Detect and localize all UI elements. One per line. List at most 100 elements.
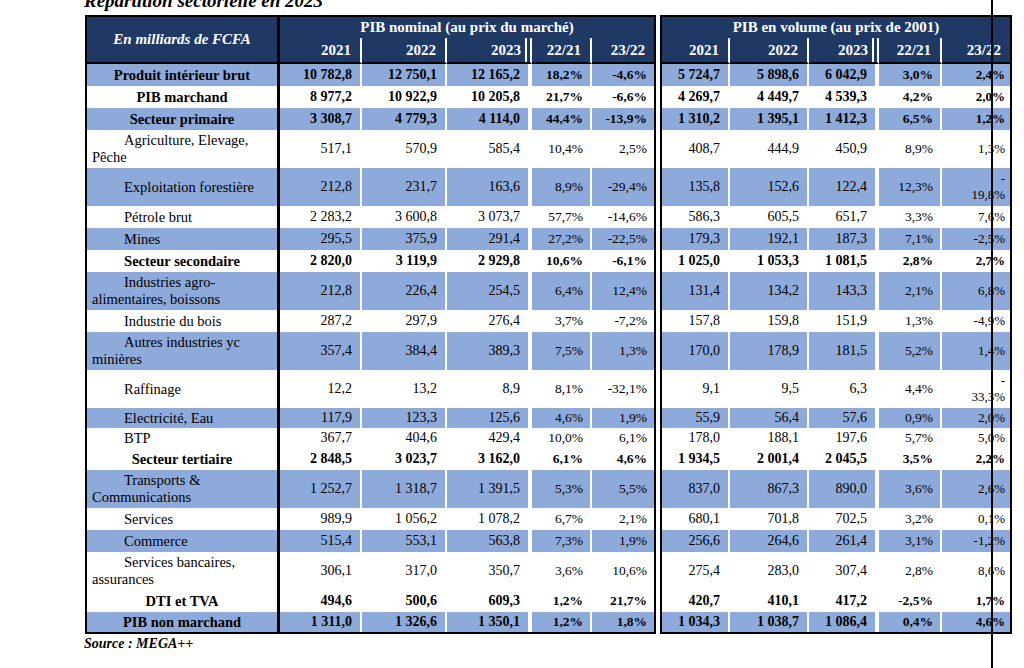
value-cell: 4,6% (592, 448, 654, 470)
value-cell: -22,5% (592, 228, 654, 250)
value-cell: 188,1 (730, 428, 809, 448)
value-cell: 494,6 (280, 590, 362, 612)
value-cell: 10,0% (532, 428, 592, 448)
value-cell: 585,4 (447, 130, 532, 168)
value-cell: 4 539,3 (809, 86, 879, 108)
row-label-cell: Services (87, 508, 280, 530)
value-cell: 157,8 (662, 310, 730, 332)
value-cell: 3,6% (532, 552, 592, 590)
value-cell: 1 034,3 (662, 612, 730, 632)
value-cell: 123,3 (362, 408, 447, 428)
value-cell: 357,4 (280, 332, 362, 370)
value-cell: 131,4 (662, 272, 730, 310)
value-cell: 12 750,1 (362, 64, 447, 86)
value-cell: 2,7% (942, 250, 1010, 272)
value-cell: 1 056,2 (362, 508, 447, 530)
value-cell: 1,8% (592, 612, 654, 632)
row-label-cell: Exploitation forestière (87, 168, 280, 206)
volume-group-header: PIB en volume (au prix de 2001) (662, 17, 1010, 38)
year-header-cell: 23/22 (592, 38, 654, 64)
row-label-cell: Produit intérieur brut (87, 64, 280, 86)
row-label: PIB marchand (87, 89, 277, 106)
row-label: PIB non marchand (87, 614, 277, 631)
value-cell: 989,9 (280, 508, 362, 530)
value-cell: 2,6% (942, 470, 1010, 508)
value-cell: 7,3% (532, 530, 592, 552)
value-cell: 1 318,7 (362, 470, 447, 508)
value-cell: 6,8% (942, 272, 1010, 310)
value-cell: 6,4% (532, 272, 592, 310)
value-cell: 212,8 (280, 272, 362, 310)
value-cell: 7,5% (532, 332, 592, 370)
value-cell: -6,1% (592, 250, 654, 272)
value-cell: 6,1% (592, 428, 654, 448)
value-cell: 1,3% (592, 332, 654, 370)
value-cell: 417,2 (809, 590, 879, 612)
value-cell: 9,5 (730, 370, 809, 408)
value-cell: 3 308,7 (280, 108, 362, 130)
value-cell: 0,9% (879, 408, 942, 428)
value-cell: 170,0 (662, 332, 730, 370)
value-cell: 152,6 (730, 168, 809, 206)
year-header-cell: 2023 (447, 38, 532, 64)
value-cell: 307,4 (809, 552, 879, 590)
value-cell: -14,6% (592, 206, 654, 228)
value-cell: 6,3 (809, 370, 879, 408)
value-cell: 117,9 (280, 408, 362, 428)
value-cell: 890,0 (809, 470, 879, 508)
value-cell: 5,2% (879, 332, 942, 370)
row-label: Transports & Communications (87, 472, 277, 506)
value-cell: 8,9% (532, 168, 592, 206)
row-label: Mines (87, 231, 277, 248)
value-cell: 2,2% (942, 448, 1010, 470)
value-cell: 651,7 (809, 206, 879, 228)
value-cell: 1 311,0 (280, 612, 362, 632)
value-cell: 9,1 (662, 370, 730, 408)
value-cell: 287,2 (280, 310, 362, 332)
row-label: Secteur primaire (87, 111, 277, 128)
value-cell: 1 038,7 (730, 612, 809, 632)
value-cell: 1,2% (532, 612, 592, 632)
value-cell: 12,3% (879, 168, 942, 206)
row-label: Produit intérieur brut (87, 67, 277, 84)
row-label: Secteur secondaire (87, 253, 277, 270)
value-cell: 1 326,6 (362, 612, 447, 632)
value-cell: 2 848,5 (280, 448, 362, 470)
value-cell: -2,5% (879, 590, 942, 612)
value-cell: 2 283,2 (280, 206, 362, 228)
value-cell: 404,6 (362, 428, 447, 448)
value-cell: 375,9 (362, 228, 447, 250)
row-label-cell: PIB marchand (87, 86, 280, 108)
value-cell: 420,7 (662, 590, 730, 612)
page-boundary-line (991, 0, 993, 668)
year-header-cell: 23/22 (942, 38, 1010, 64)
unit-header-cell: En milliards de FCFA (87, 17, 280, 64)
value-cell: 410,1 (730, 590, 809, 612)
row-label: DTI et TVA (87, 593, 277, 610)
row-label: Industries agro-alimentaires, boissons (87, 274, 277, 308)
value-cell: 4,6% (942, 612, 1010, 632)
row-label: Exploitation forestière (87, 179, 277, 196)
value-cell: 163,6 (447, 168, 532, 206)
source-note: Source : MEGA++ (84, 636, 193, 652)
value-cell: 3,7% (532, 310, 592, 332)
value-cell: 3 023,7 (362, 448, 447, 470)
value-cell: 609,3 (447, 590, 532, 612)
value-cell: 2,1% (879, 272, 942, 310)
table-nominal-block: En milliards de FCFAPIB nominal (au prix… (85, 15, 656, 634)
value-cell: 5,5% (592, 470, 654, 508)
row-label-cell: Autres industries yc minières (87, 332, 280, 370)
value-cell: 867,3 (730, 470, 809, 508)
value-cell: 12,4% (592, 272, 654, 310)
value-cell: 10 922,9 (362, 86, 447, 108)
value-cell: 5 724,7 (662, 64, 730, 86)
value-cell: -2,5% (942, 228, 1010, 250)
value-cell: 702,5 (809, 508, 879, 530)
value-cell: 1 078,2 (447, 508, 532, 530)
document-page: Répartition sectorielle en 2023 En milli… (0, 0, 1024, 668)
value-cell: 450,9 (809, 130, 879, 168)
value-cell: 306,1 (280, 552, 362, 590)
value-cell: 179,3 (662, 228, 730, 250)
value-cell: 389,3 (447, 332, 532, 370)
value-cell: 1,2% (532, 590, 592, 612)
